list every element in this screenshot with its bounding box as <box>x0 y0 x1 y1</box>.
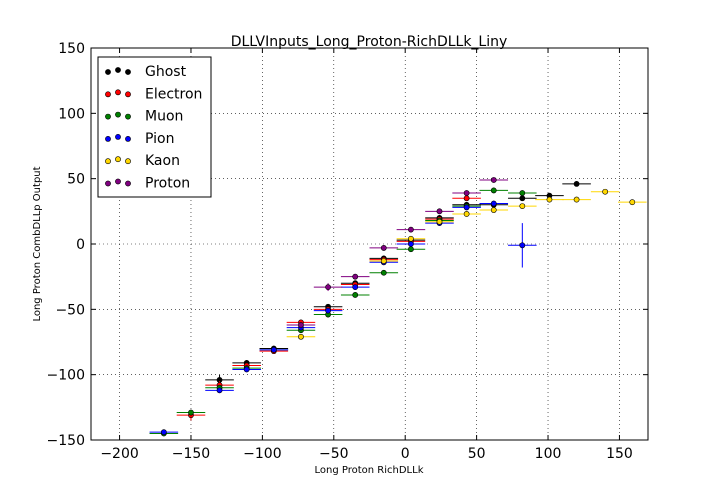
data-point <box>490 200 497 207</box>
y-tick-label: 150 <box>58 41 85 57</box>
x-tick-label: −50 <box>319 446 349 462</box>
data-point <box>352 292 359 298</box>
data-point <box>436 218 443 225</box>
x-tick-label: 100 <box>535 446 562 462</box>
legend-label-kaon: Kaon <box>145 153 180 169</box>
data-point <box>160 429 167 436</box>
x-tick-label: 50 <box>468 446 486 462</box>
data-point <box>270 346 277 353</box>
y-axis-label: Long Proton CombDLLp Output <box>32 166 43 321</box>
legend-marker <box>115 67 121 73</box>
legend-label-ghost: Ghost <box>145 64 187 80</box>
y-tick-label: −100 <box>47 368 85 384</box>
legend-marker <box>105 180 111 187</box>
legend-label-electron: Electron <box>145 86 202 102</box>
legend-marker <box>105 135 111 142</box>
data-point <box>188 409 194 416</box>
legend-marker <box>115 89 121 96</box>
data-point <box>408 246 414 253</box>
data-point <box>325 307 331 314</box>
x-axis-label: Long Proton RichDLLk <box>315 465 424 476</box>
y-tick-label: 0 <box>76 237 85 253</box>
legend-marker <box>115 156 121 163</box>
y-tick-label: −50 <box>55 302 85 318</box>
data-point <box>463 195 470 202</box>
data-point <box>243 366 250 373</box>
legend-marker <box>105 69 111 75</box>
data-point <box>573 180 580 187</box>
data-point <box>573 196 580 203</box>
data-point <box>436 208 443 215</box>
data-point <box>216 387 223 394</box>
legend-label-proton: Proton <box>145 176 190 192</box>
y-tick-labels: −150 −100 −50 0 50 100 150 <box>47 41 85 449</box>
legend-marker <box>125 113 131 120</box>
legend-box <box>97 56 212 198</box>
data-point <box>298 322 304 328</box>
data-point <box>519 242 526 249</box>
y-tick-label: −150 <box>47 433 85 449</box>
data-point <box>490 177 497 183</box>
x-tick-label: −200 <box>100 446 138 462</box>
legend-marker <box>115 111 121 118</box>
data-point <box>298 333 304 340</box>
legend-marker <box>105 113 111 120</box>
x-tick-labels: −200 −150 −100 −50 0 50 100 150 <box>100 446 632 462</box>
series-kaon <box>286 188 647 340</box>
data-point <box>519 190 526 196</box>
data-point <box>352 284 359 291</box>
data-point <box>490 207 497 213</box>
legend-marker <box>125 135 131 142</box>
y-tick-label: 100 <box>58 106 85 122</box>
data-point <box>490 187 497 194</box>
data-point <box>519 195 526 202</box>
legend-marker <box>115 178 121 185</box>
legend-marker <box>125 69 131 75</box>
data-point <box>463 190 470 196</box>
data-point <box>546 196 553 203</box>
data-point <box>519 203 526 210</box>
legend-label-pion: Pion <box>145 131 174 147</box>
x-tick-label: −150 <box>172 446 210 462</box>
series-layer <box>149 177 647 437</box>
data-point <box>602 188 609 195</box>
legend-marker <box>115 133 121 140</box>
data-point <box>380 245 387 251</box>
legend-marker <box>105 91 111 98</box>
legend-marker <box>125 158 131 165</box>
series-proton <box>286 177 509 328</box>
data-point <box>352 273 359 280</box>
legend-marker <box>125 180 131 187</box>
x-tick-label: −100 <box>243 446 281 462</box>
y-tick-label: 50 <box>67 172 85 188</box>
legend-label-muon: Muon <box>145 109 183 125</box>
data-point <box>463 211 470 217</box>
data-point <box>408 226 414 233</box>
legend-marker <box>105 158 111 165</box>
legend-marker <box>125 91 131 98</box>
data-point <box>380 269 387 276</box>
data-point <box>408 241 414 247</box>
data-point <box>629 199 636 206</box>
data-point <box>325 284 331 291</box>
axis-ticks <box>91 47 648 441</box>
x-tick-label: 150 <box>606 446 633 462</box>
legend: Ghost Electron Muon Pion Kaon Proton <box>97 56 212 198</box>
x-tick-label: 0 <box>401 446 410 462</box>
data-point <box>463 204 470 211</box>
data-point <box>380 258 387 264</box>
data-point <box>408 235 414 242</box>
chart-title: DLLVInputs_Long_Proton-RichDLLk_Liny <box>231 34 508 50</box>
